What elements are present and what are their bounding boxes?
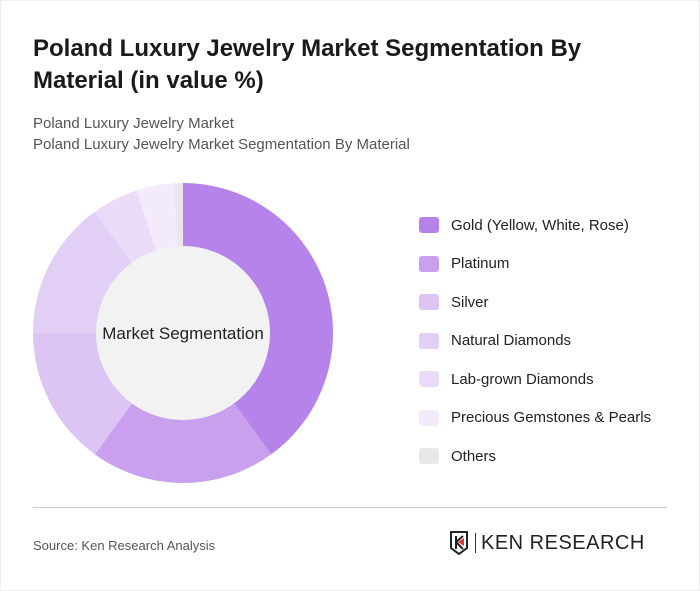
- legend-item: Precious Gemstones & Pearls: [419, 399, 651, 438]
- ken-logo-icon: [450, 531, 468, 555]
- legend-swatch: [419, 448, 439, 465]
- legend-item: Gold (Yellow, White, Rose): [419, 206, 651, 245]
- legend-swatch: [419, 217, 439, 234]
- legend: Gold (Yellow, White, Rose) Platinum Silver…: [419, 206, 651, 476]
- source-note: Source: Ken Research Analysis: [33, 538, 216, 553]
- legend-item: Natural Diamonds: [419, 322, 651, 361]
- legend-swatch: [419, 294, 439, 311]
- legend-item: Lab-grown Diamonds: [419, 360, 651, 399]
- chart-title: Poland Luxury Jewelry Market Segmentatio…: [33, 35, 582, 94]
- legend-label: Precious Gemstones & Pearls: [451, 409, 652, 427]
- divider: [33, 507, 667, 508]
- legend-label: Gold (Yellow, White, Rose): [451, 216, 629, 234]
- legend-swatch: [419, 371, 439, 388]
- legend-label: Natural Diamonds: [451, 332, 572, 350]
- legend-item: Silver: [419, 283, 651, 322]
- legend-swatch: [419, 409, 439, 426]
- subtitle-segmentation: Poland Luxury Jewelry Market Segmentatio…: [33, 136, 410, 153]
- legend-label: Platinum: [451, 255, 510, 273]
- legend-swatch: [419, 255, 439, 272]
- donut-chart: Market Segmentation: [33, 183, 333, 483]
- legend-label: Lab-grown Diamonds: [451, 370, 594, 388]
- legend-label: Others: [451, 447, 497, 465]
- logo-text: KEN RESEARCH: [475, 533, 645, 553]
- ken-research-logo: KEN RESEARCH: [449, 531, 645, 555]
- legend-label: Silver: [451, 293, 489, 311]
- donut-center: [96, 246, 270, 420]
- legend-item: Others: [419, 437, 651, 476]
- legend-swatch: [419, 332, 439, 349]
- subtitle-market: Poland Luxury Jewelry Market: [33, 115, 234, 132]
- center-label: Market Segmentation: [102, 324, 264, 343]
- legend-item: Platinum: [419, 245, 651, 284]
